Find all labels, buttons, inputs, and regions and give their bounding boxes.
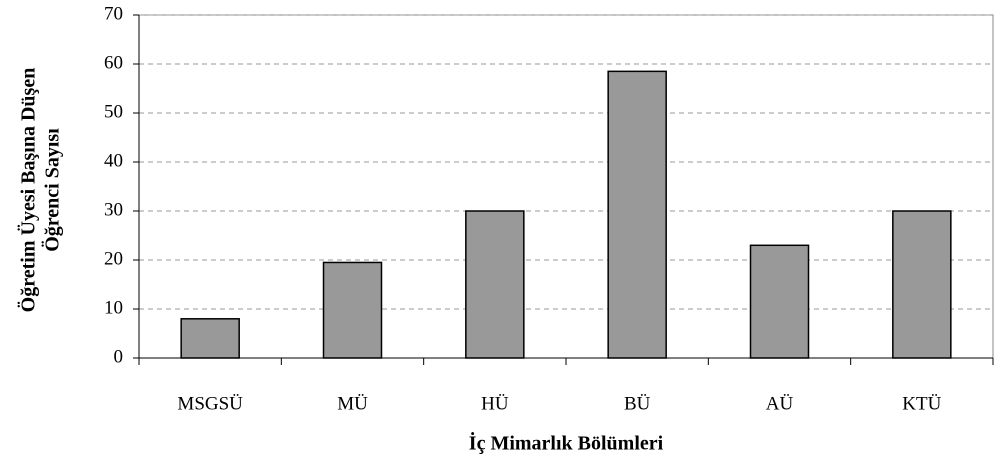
x-axis-title: İç Mimarlık Bölümleri	[469, 431, 664, 455]
y-tick-label: 20	[104, 248, 123, 269]
y-tick-label: 30	[104, 199, 123, 220]
x-tick-label: MSGSÜ	[177, 393, 243, 414]
bar	[465, 210, 525, 359]
bar	[749, 244, 810, 359]
bar	[607, 70, 667, 359]
y-tick-label: 0	[114, 346, 124, 367]
y-axis-title: Öğrenci Sayısı	[41, 128, 64, 252]
y-tick-label: 50	[104, 101, 123, 122]
x-tick-label: HÜ	[481, 393, 509, 414]
x-tick-label: KTÜ	[902, 393, 941, 414]
plot-frame	[138, 14, 994, 359]
x-tick-label: AÜ	[766, 393, 794, 414]
bar	[322, 261, 383, 359]
x-tick-label: MÜ	[337, 393, 368, 414]
y-tick-label: 60	[104, 52, 123, 73]
y-tick-label: 70	[104, 3, 123, 24]
bar	[892, 210, 952, 359]
bar	[180, 318, 240, 359]
y-axis-title: Öğretim Üyesi Başına Düşen	[17, 68, 40, 313]
y-tick-label: 40	[104, 150, 123, 171]
y-tick-label: 10	[104, 297, 123, 318]
x-tick-label: BÜ	[624, 393, 651, 414]
